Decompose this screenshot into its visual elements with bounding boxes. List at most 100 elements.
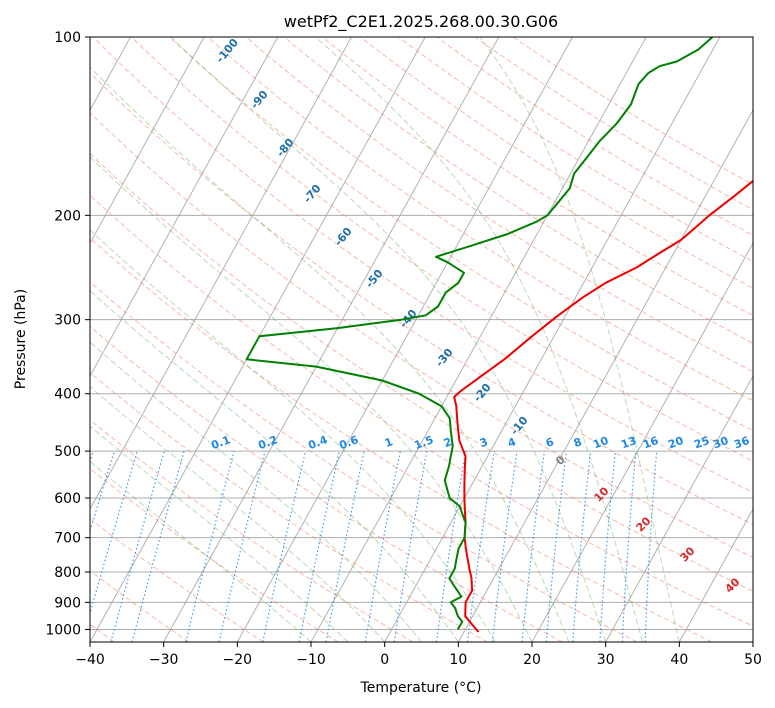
mixing-ratio-label: 10 [591, 434, 610, 452]
moist-adiabat-line [90, 290, 459, 642]
isotherm-line [310, 37, 647, 642]
isotherm-line [605, 375, 753, 642]
mixing-ratio-line [491, 451, 518, 642]
moist-adiabat-line [90, 341, 422, 642]
mixing-ratio-line [218, 450, 266, 642]
moist-adiabat-line [90, 229, 496, 642]
mixing-ratio-label: 20 [666, 434, 685, 452]
y-tick-label: 900 [54, 595, 81, 611]
mixing-ratio-label: 0.2 [256, 433, 279, 452]
y-tick-label: 300 [54, 313, 81, 329]
y-tick-label: 800 [54, 565, 81, 581]
mixing-ratio-line [185, 450, 235, 642]
mixing-ratio-line [325, 450, 365, 642]
isotherm-line [531, 242, 753, 642]
dry-adiabat-line [90, 194, 753, 627]
dry-adiabat-line [474, 37, 753, 211]
mixing-ratio-label: 8 [572, 435, 584, 450]
y-tick-label: 400 [54, 387, 81, 403]
moist-adiabat-line [315, 37, 643, 642]
mixing-ratio-line [262, 450, 307, 642]
dry-adiabat-line [360, 37, 753, 289]
x-tick-label: −40 [75, 652, 105, 668]
y-tick-label: 100 [54, 30, 81, 46]
dry-adiabat-line [90, 237, 712, 642]
x-tick-label: −20 [223, 652, 253, 668]
mixing-ratio-line [393, 450, 428, 642]
y-axis-ticks: 1000 900 800 700 600 500 400 300 200 100 [45, 30, 90, 638]
isotherm-line [90, 37, 205, 245]
mixing-ratio-label: 0.6 [337, 433, 360, 452]
mixing-ratio-line [90, 450, 138, 616]
temperature-profile-line [453, 179, 753, 633]
dry-adiabat-line [283, 37, 753, 344]
moist-adiabat-line [90, 461, 312, 642]
mixing-ratio-label: 16 [641, 434, 660, 452]
mixing-ratio-line [131, 450, 185, 642]
x-tick-label: −30 [149, 652, 179, 668]
y-tick-label: 600 [54, 491, 81, 507]
mixing-ratio-label: 30 [711, 434, 730, 452]
dry-adiabat-line [90, 281, 638, 642]
isotherm-line [236, 37, 573, 642]
dry-adiabat-line [131, 37, 753, 462]
plot-frame [89, 36, 754, 643]
moist-adiabat-line [90, 66, 570, 642]
mixing-ratio-label: 6 [544, 435, 556, 450]
mixing-ratio-line [110, 450, 165, 642]
x-tick-label: −10 [296, 652, 326, 668]
mixing-ratio-line [466, 451, 495, 642]
mixing-ratio-label: 0.1 [209, 433, 232, 452]
x-tick-label: 20 [523, 652, 541, 668]
y-tick-label: 200 [54, 208, 81, 224]
x-axis-ticks: −40 −30 −20 −10 0 10 20 30 40 50 [75, 642, 762, 668]
series-layer [245, 37, 753, 633]
isotherm-line [384, 37, 721, 642]
dry-adiabat-line [398, 37, 753, 263]
isotherm-line [678, 508, 753, 642]
mixing-ratio-label: 0.4 [306, 433, 329, 452]
dry-adiabat-line [90, 112, 753, 559]
mixing-ratio-label: 3 [478, 435, 490, 450]
dewpoint-profile-line [245, 37, 714, 630]
mixing-ratio-label: 13 [619, 434, 638, 451]
mixing-ratio-line [298, 450, 340, 642]
dry-adiabat-line [90, 518, 264, 642]
mixing-ratio-label: 4 [506, 435, 518, 450]
mixing-ratio-line [364, 450, 401, 642]
moist-adiabat-line [90, 386, 386, 642]
x-tick-label: 30 [597, 652, 615, 668]
mixing-ratio-line [435, 451, 467, 642]
y-tick-label: 500 [54, 444, 81, 460]
mixing-ratio-label: 1.5 [412, 433, 435, 452]
dry-adiabat-line [207, 37, 753, 402]
y-axis-label: Pressure (hPa) [13, 289, 29, 389]
mixing-ratio-label: 25 [692, 434, 711, 451]
y-tick-label: 700 [54, 531, 81, 547]
mixing-ratio-label: 2 [442, 435, 454, 450]
dry-adiabat-line [169, 37, 753, 432]
x-axis-label: Temperature (°C) [360, 680, 482, 696]
x-tick-label: 0 [380, 652, 389, 668]
chart-title: wetPf2_C2E1.2025.268.00.30.G06 [284, 12, 558, 32]
dry-adiabat-line [245, 37, 753, 373]
moist-adiabat-line [479, 37, 680, 642]
isotherm-line [457, 109, 753, 642]
y-tick-label: 1000 [45, 622, 81, 638]
dry-adiabat-line [90, 72, 753, 526]
isotherm-line [163, 37, 500, 642]
mixing-ratio-label: 1 [383, 435, 395, 450]
dry-adiabat-line [90, 371, 488, 642]
isotherm-line [90, 37, 279, 378]
x-tick-label: 40 [670, 652, 688, 668]
dry-adiabat-line [512, 37, 753, 186]
mixing-ratio-label: 36 [732, 434, 751, 452]
isotherm-line [90, 37, 352, 511]
x-tick-label: 10 [449, 652, 467, 668]
x-tick-label: 50 [744, 652, 762, 668]
dry-adiabat-line [90, 325, 563, 642]
mixing-ratio-line [521, 451, 545, 642]
moist-adiabat-line [90, 425, 349, 642]
